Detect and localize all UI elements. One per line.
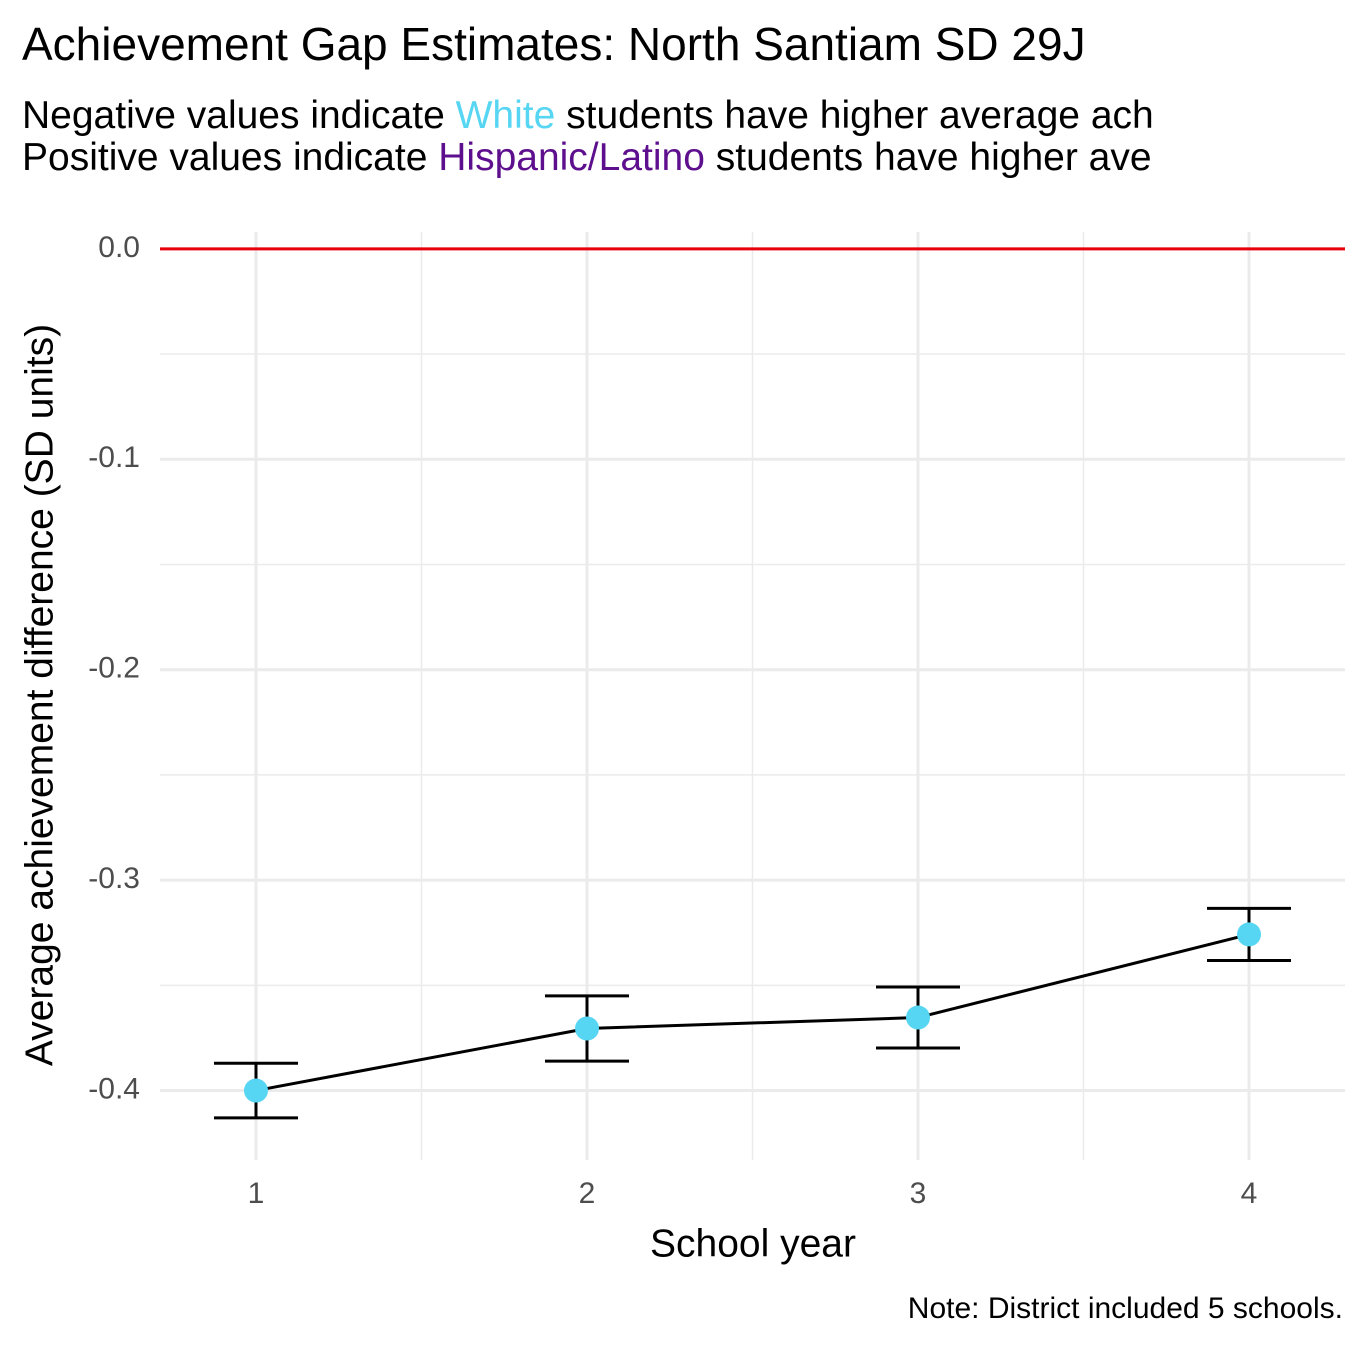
line bbox=[255, 932, 1250, 1093]
subtitle-part: students have higher average ach bbox=[555, 94, 1153, 137]
y-axis-label: Average achievement difference (SD units… bbox=[18, 324, 61, 1066]
y-tick-label: -0.3 bbox=[88, 862, 140, 895]
point bbox=[1237, 922, 1262, 947]
point bbox=[574, 1016, 599, 1041]
y-tick-label: -0.4 bbox=[88, 1072, 140, 1105]
chart-title: Achievement Gap Estimates: North Santiam… bbox=[22, 18, 1086, 70]
subtitle-line: Negative values indicate White students … bbox=[22, 94, 1154, 137]
y-tick-label: 0.0 bbox=[98, 231, 140, 264]
subtitle-part: students have higher ave bbox=[705, 136, 1152, 179]
x-axis-label: School year bbox=[650, 1222, 856, 1265]
x-tick-label: 2 bbox=[579, 1177, 596, 1210]
point bbox=[243, 1078, 268, 1103]
y-tick-label: -0.2 bbox=[88, 652, 140, 685]
subtitle-part: White bbox=[456, 94, 556, 137]
x-tick-label: 1 bbox=[248, 1177, 265, 1210]
y-tick-label: -0.1 bbox=[88, 441, 140, 474]
subtitle-part: Negative values indicate bbox=[22, 94, 456, 137]
point bbox=[906, 1005, 931, 1030]
caption: Note: District included 5 schools. bbox=[908, 1292, 1343, 1325]
x-tick-label: 4 bbox=[1241, 1177, 1258, 1210]
x-tick-label: 3 bbox=[910, 1177, 927, 1210]
subtitle-line: Positive values indicate Hispanic/Latino… bbox=[22, 136, 1152, 179]
subtitle-part: Hispanic/Latino bbox=[438, 136, 705, 179]
subtitle-part: Positive values indicate bbox=[22, 136, 438, 179]
